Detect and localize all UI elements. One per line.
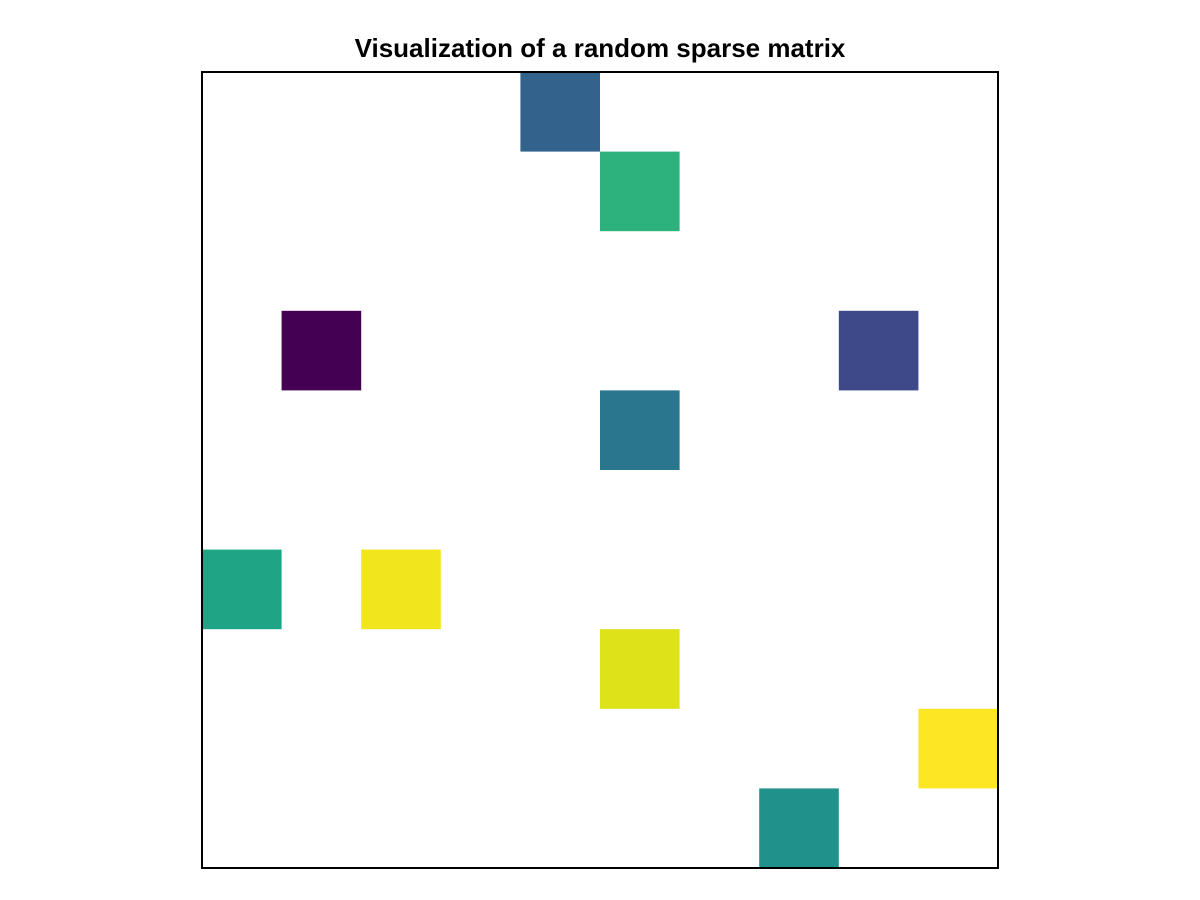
- matrix-cell-r3-c1: [281, 310, 362, 391]
- chart-title: Visualization of a random sparse matrix: [355, 33, 846, 63]
- matrix-cells: [202, 72, 998, 868]
- plot-area-frame: [201, 71, 999, 869]
- matrix-cell-r1-c5: [600, 151, 680, 232]
- matrix-cell-r3-c8: [838, 310, 919, 391]
- matrix-cell-r6-c0: [202, 549, 282, 630]
- matrix-cell-r4-c5: [600, 390, 680, 470]
- matrix-cell-r8-c9: [918, 708, 998, 789]
- matrix-cell-r7-c5: [600, 629, 680, 709]
- matrix-cell-r0-c4: [520, 72, 600, 152]
- matrix-cell-r6-c2: [361, 549, 441, 630]
- matrix-cell-r9-c7: [759, 788, 839, 868]
